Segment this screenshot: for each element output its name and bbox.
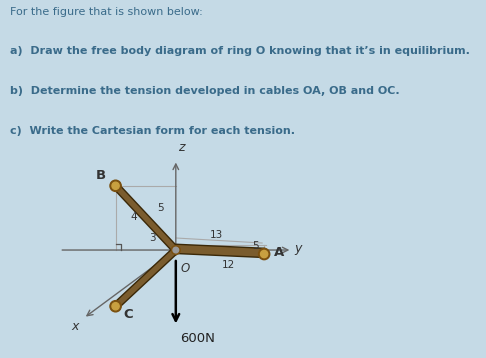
Text: B: B	[95, 169, 105, 182]
Circle shape	[259, 248, 270, 260]
Circle shape	[112, 303, 119, 310]
Text: 3: 3	[149, 233, 156, 243]
Circle shape	[172, 246, 180, 255]
Text: a)  Draw the free body diagram of ring O knowing that it’s in equilibrium.: a) Draw the free body diagram of ring O …	[10, 46, 469, 56]
Text: 5: 5	[253, 241, 259, 251]
Circle shape	[173, 247, 179, 253]
Text: 13: 13	[210, 230, 223, 240]
Text: 12: 12	[222, 260, 235, 270]
Text: O: O	[181, 262, 190, 275]
Text: z: z	[178, 141, 185, 154]
Text: 4: 4	[130, 212, 137, 222]
Circle shape	[110, 301, 121, 312]
Text: y: y	[294, 242, 302, 255]
Text: 5: 5	[156, 203, 163, 213]
Circle shape	[110, 180, 121, 192]
Text: C: C	[123, 308, 133, 321]
Circle shape	[112, 182, 119, 189]
Text: For the figure that is shown below:: For the figure that is shown below:	[10, 7, 203, 17]
Text: 600N: 600N	[180, 332, 215, 345]
Text: c)  Write the Cartesian form for each tension.: c) Write the Cartesian form for each ten…	[10, 126, 295, 136]
Text: b)  Determine the tension developed in cables OA, OB and OC.: b) Determine the tension developed in ca…	[10, 86, 399, 96]
Circle shape	[260, 251, 268, 258]
Text: A: A	[274, 246, 284, 258]
Text: x: x	[72, 320, 79, 333]
